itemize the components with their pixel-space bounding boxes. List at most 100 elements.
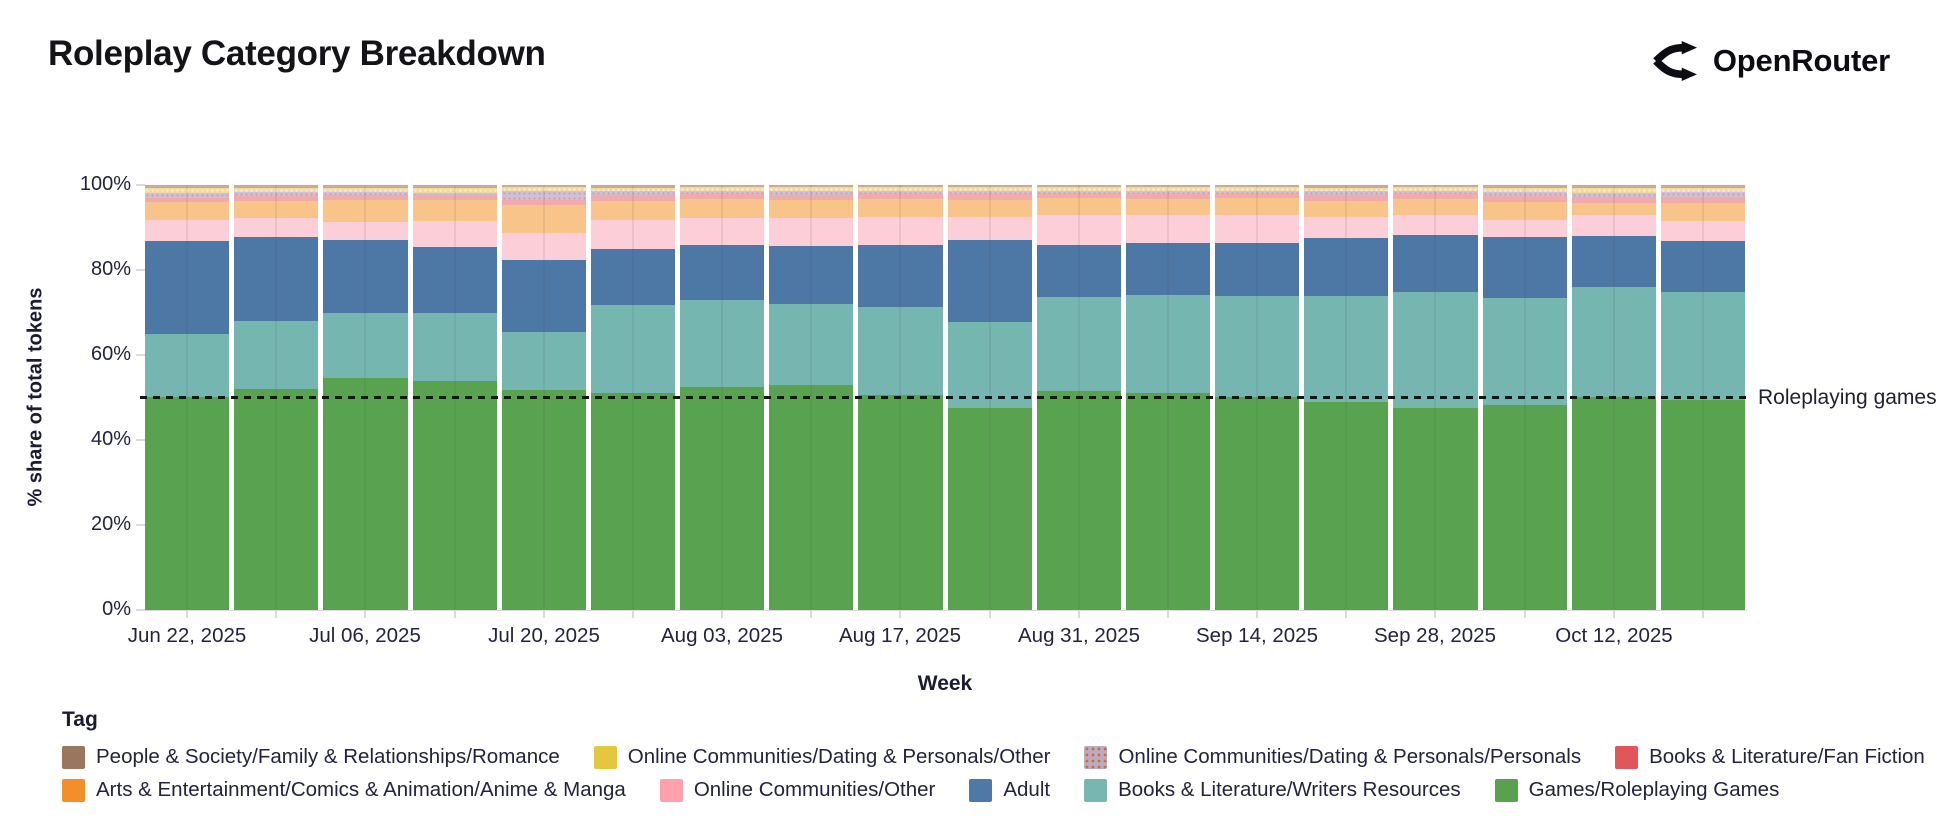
legend-item[interactable]: Online Communities/Other (659, 778, 935, 802)
bar-segment[interactable] (769, 194, 854, 200)
bar-segment[interactable] (145, 192, 230, 198)
bar-segment[interactable] (1125, 214, 1211, 244)
legend-item[interactable]: Arts & Entertainment/Comics & Animation/… (62, 778, 626, 802)
bar-segment[interactable] (858, 190, 943, 195)
bar-segment[interactable] (1304, 191, 1389, 196)
bar-segment[interactable] (680, 244, 765, 300)
bar-segment[interactable] (1304, 238, 1389, 296)
bar-segment[interactable] (858, 187, 943, 191)
bar-segment[interactable] (1571, 287, 1656, 397)
bar-segment[interactable] (1036, 214, 1121, 245)
bar-segment[interactable] (234, 187, 319, 193)
bar-segment[interactable] (1036, 198, 1121, 215)
bar-segment[interactable] (1215, 187, 1300, 191)
bar-segment[interactable] (501, 185, 586, 188)
bar-segment[interactable] (1125, 185, 1211, 188)
bar-segment[interactable] (501, 190, 586, 200)
bar-segment[interactable] (1660, 292, 1746, 401)
bar-segment[interactable] (1482, 298, 1567, 406)
bar-segment[interactable] (323, 378, 408, 610)
bar-segment[interactable] (323, 195, 408, 200)
bar-segment[interactable] (590, 304, 676, 394)
bar-segment[interactable] (323, 221, 408, 241)
bar-segment[interactable] (1482, 185, 1567, 188)
bar-segment[interactable] (145, 197, 230, 202)
bar-segment[interactable] (769, 199, 854, 219)
bar-segment[interactable] (947, 191, 1032, 195)
bar-segment[interactable] (1660, 192, 1746, 198)
legend-item[interactable]: People & Society/Family & Relationships/… (62, 745, 560, 769)
bar-segment[interactable] (769, 187, 854, 191)
bar-segment[interactable] (1304, 185, 1389, 188)
bar-segment[interactable] (680, 187, 765, 191)
bar-segment[interactable] (1125, 187, 1211, 191)
bar-segment[interactable] (412, 194, 497, 200)
bar-segment[interactable] (1571, 192, 1656, 198)
bar-segment[interactable] (1482, 191, 1567, 197)
bar-segment[interactable] (323, 240, 408, 313)
bar-segment[interactable] (234, 218, 319, 237)
bar-segment[interactable] (234, 195, 319, 201)
bar-segment[interactable] (590, 191, 676, 196)
bar-segment[interactable] (1036, 390, 1121, 610)
bar-segment[interactable] (1482, 219, 1567, 238)
bar-segment[interactable] (1304, 195, 1389, 201)
bar-segment[interactable] (680, 299, 765, 387)
bar-segment[interactable] (412, 220, 497, 248)
bar-segment[interactable] (412, 199, 497, 221)
bar-segment[interactable] (1304, 216, 1389, 239)
bar-segment[interactable] (858, 306, 943, 395)
bar-segment[interactable] (234, 321, 319, 389)
bar-segment[interactable] (590, 195, 676, 201)
bar-segment[interactable] (145, 333, 230, 397)
bar-segment[interactable] (1660, 203, 1746, 221)
bar-segment[interactable] (858, 199, 943, 217)
bar-segment[interactable] (1304, 187, 1389, 192)
bar-segment[interactable] (1393, 199, 1478, 215)
bar-segment[interactable] (680, 191, 765, 195)
bar-segment[interactable] (1393, 408, 1478, 610)
bar-segment[interactable] (145, 396, 230, 610)
bar-segment[interactable] (145, 219, 230, 241)
bar-segment[interactable] (323, 312, 408, 379)
bar-segment[interactable] (234, 389, 319, 610)
bar-segment[interactable] (858, 244, 943, 307)
bar-segment[interactable] (501, 331, 586, 390)
bar-segment[interactable] (1393, 185, 1478, 188)
bar-segment[interactable] (769, 190, 854, 195)
legend-item[interactable]: Games/Roleplaying Games (1494, 778, 1779, 802)
bar-segment[interactable] (1215, 214, 1300, 244)
bar-segment[interactable] (769, 218, 854, 246)
bar-segment[interactable] (1036, 193, 1121, 199)
bar-segment[interactable] (1215, 198, 1300, 215)
bar-segment[interactable] (1571, 188, 1656, 193)
bar-segment[interactable] (1215, 185, 1300, 188)
bar-segment[interactable] (947, 321, 1032, 409)
bar-segment[interactable] (412, 192, 497, 195)
bar-segment[interactable] (1125, 243, 1211, 296)
bar-segment[interactable] (769, 304, 854, 385)
bar-segment[interactable] (680, 218, 765, 245)
bar-segment[interactable] (590, 200, 676, 220)
bar-segment[interactable] (1125, 193, 1211, 200)
bar-segment[interactable] (323, 192, 408, 196)
bar-segment[interactable] (1571, 214, 1656, 237)
bar-segment[interactable] (501, 187, 586, 191)
bar-segment[interactable] (858, 194, 943, 200)
bar-segment[interactable] (590, 393, 676, 610)
legend-item[interactable]: Online Communities/Dating & Personals/Ot… (593, 745, 1050, 769)
bar-segment[interactable] (412, 247, 497, 313)
bar-segment[interactable] (412, 380, 497, 610)
bar-segment[interactable] (947, 185, 1032, 188)
bar-segment[interactable] (234, 236, 319, 321)
bar-segment[interactable] (1660, 188, 1746, 193)
bar-segment[interactable] (858, 394, 943, 610)
bar-segment[interactable] (1125, 295, 1211, 394)
bar-segment[interactable] (145, 201, 230, 220)
bar-segment[interactable] (1036, 244, 1121, 297)
bar-segment[interactable] (769, 384, 854, 610)
bar-segment[interactable] (680, 386, 765, 610)
bar-segment[interactable] (234, 200, 319, 219)
bar-segment[interactable] (1393, 214, 1478, 236)
bar-segment[interactable] (1393, 187, 1478, 191)
